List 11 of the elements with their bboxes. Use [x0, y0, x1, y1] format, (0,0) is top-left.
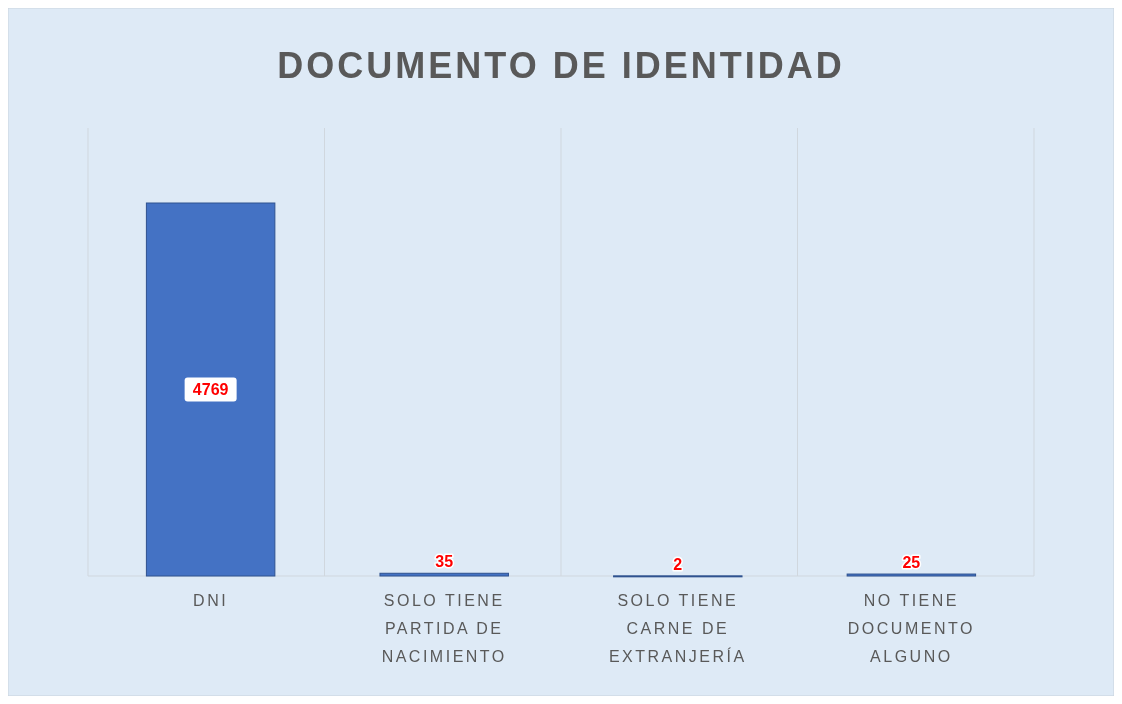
x-tick-label: SOLO TIENE CARNE DE EXTRANJERÍA	[608, 592, 747, 665]
data-label: 4769	[192, 381, 229, 399]
data-label: 2	[673, 555, 683, 573]
data-label: 25	[902, 554, 921, 572]
bar	[379, 572, 509, 577]
x-tick-label: DNI	[193, 592, 229, 609]
bar	[145, 202, 276, 577]
chart-title: DOCUMENTO DE IDENTIDAD	[277, 45, 845, 86]
x-tick-label: SOLO TIENE PARTIDA DE NACIMIENTO	[381, 592, 507, 665]
data-label: 35	[435, 553, 454, 571]
x-tick-label: NO TIENE DOCUMENTO ALGUNO	[847, 592, 975, 665]
